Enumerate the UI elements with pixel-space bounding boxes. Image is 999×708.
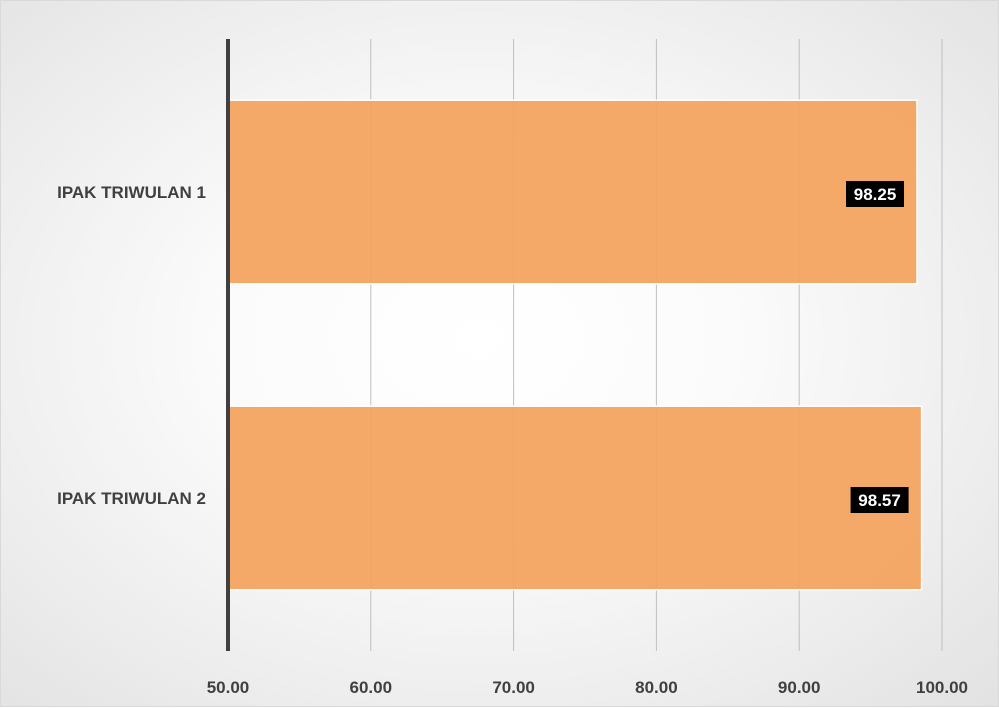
- data-label-bg: [850, 487, 909, 513]
- category-label: IPAK TRIWULAN 2: [57, 489, 206, 508]
- bars: [227, 99, 923, 591]
- x-tick-label: 70.00: [492, 678, 535, 697]
- category-label: IPAK TRIWULAN 1: [57, 183, 206, 202]
- data-label-bg: [846, 181, 905, 207]
- bar: [227, 99, 918, 285]
- x-tick-label: 80.00: [635, 678, 678, 697]
- labels: 50.00 60.00 70.00 80.00 90.00 100.00 IPAK TRIW…: [57, 181, 968, 697]
- x-tick-label: 90.00: [778, 678, 821, 697]
- bar: [227, 405, 923, 591]
- data-label: 98.57: [858, 491, 901, 510]
- data-label: 98.25: [854, 185, 897, 204]
- x-tick-label: 100.00: [916, 678, 968, 697]
- x-tick-label: 60.00: [350, 678, 393, 697]
- x-tick-label: 50.00: [207, 678, 250, 697]
